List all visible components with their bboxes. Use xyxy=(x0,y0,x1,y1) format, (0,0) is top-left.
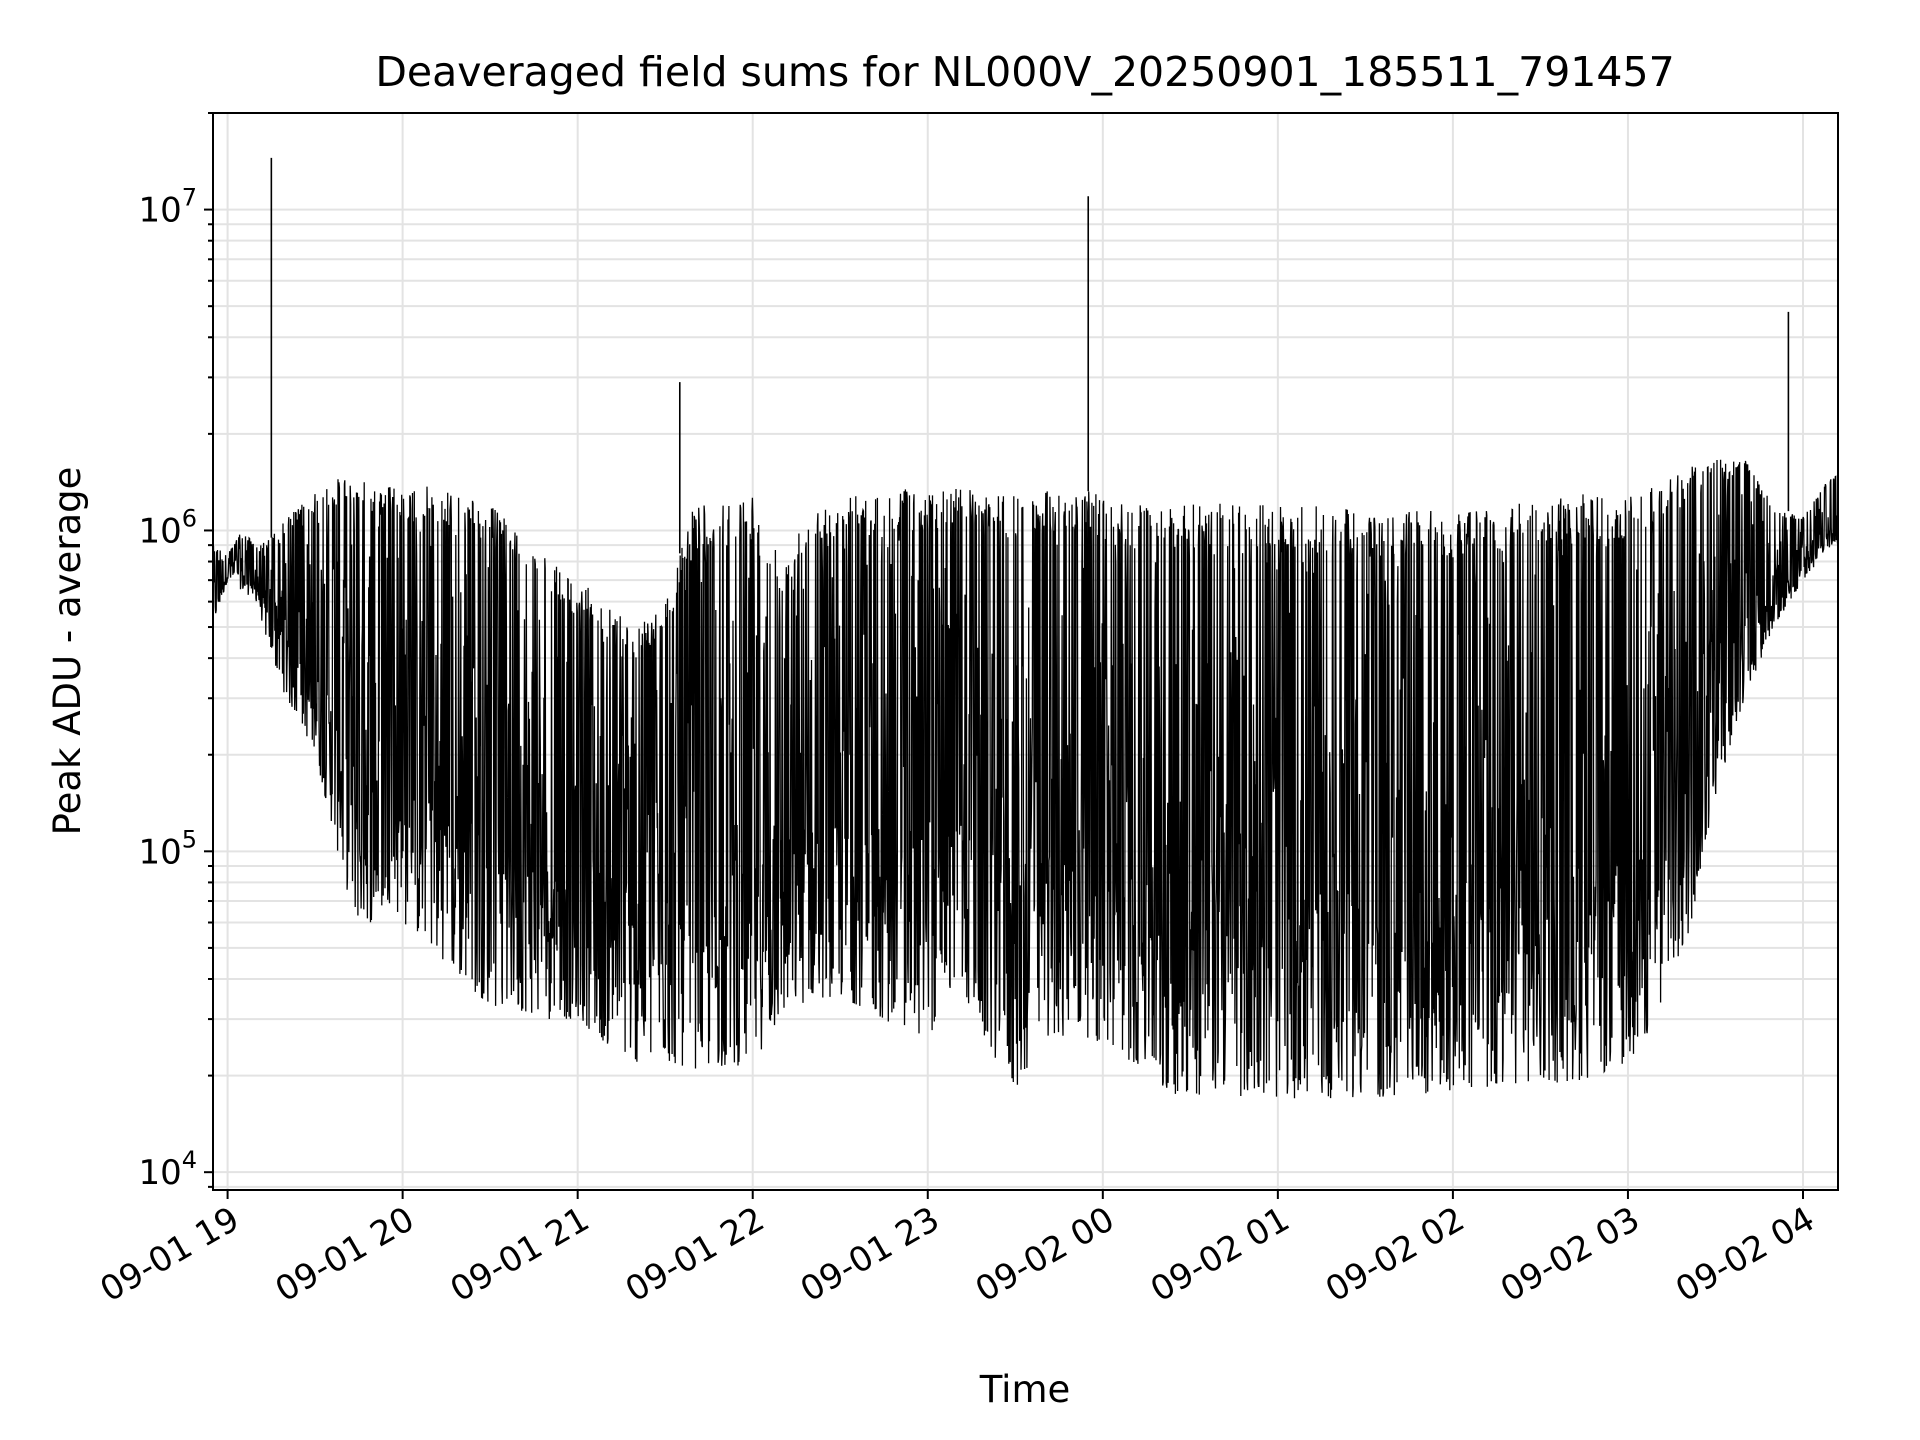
plot-frame xyxy=(212,112,1839,1191)
y-tick-label: 105 xyxy=(138,825,197,872)
y-tick-label: 106 xyxy=(138,504,197,551)
x-axis-label: Time xyxy=(979,1368,1071,1411)
series-line xyxy=(213,157,1838,1099)
y-tick-label: 104 xyxy=(138,1146,197,1193)
y-axis-label: Peak ADU - average xyxy=(46,467,89,836)
series-trace xyxy=(213,459,1838,1099)
chart-title: Deaveraged field sums for NL000V_2025090… xyxy=(375,48,1674,96)
y-tick-label: 107 xyxy=(138,184,197,231)
y-axis: 104 105 106 107 xyxy=(138,112,213,1193)
